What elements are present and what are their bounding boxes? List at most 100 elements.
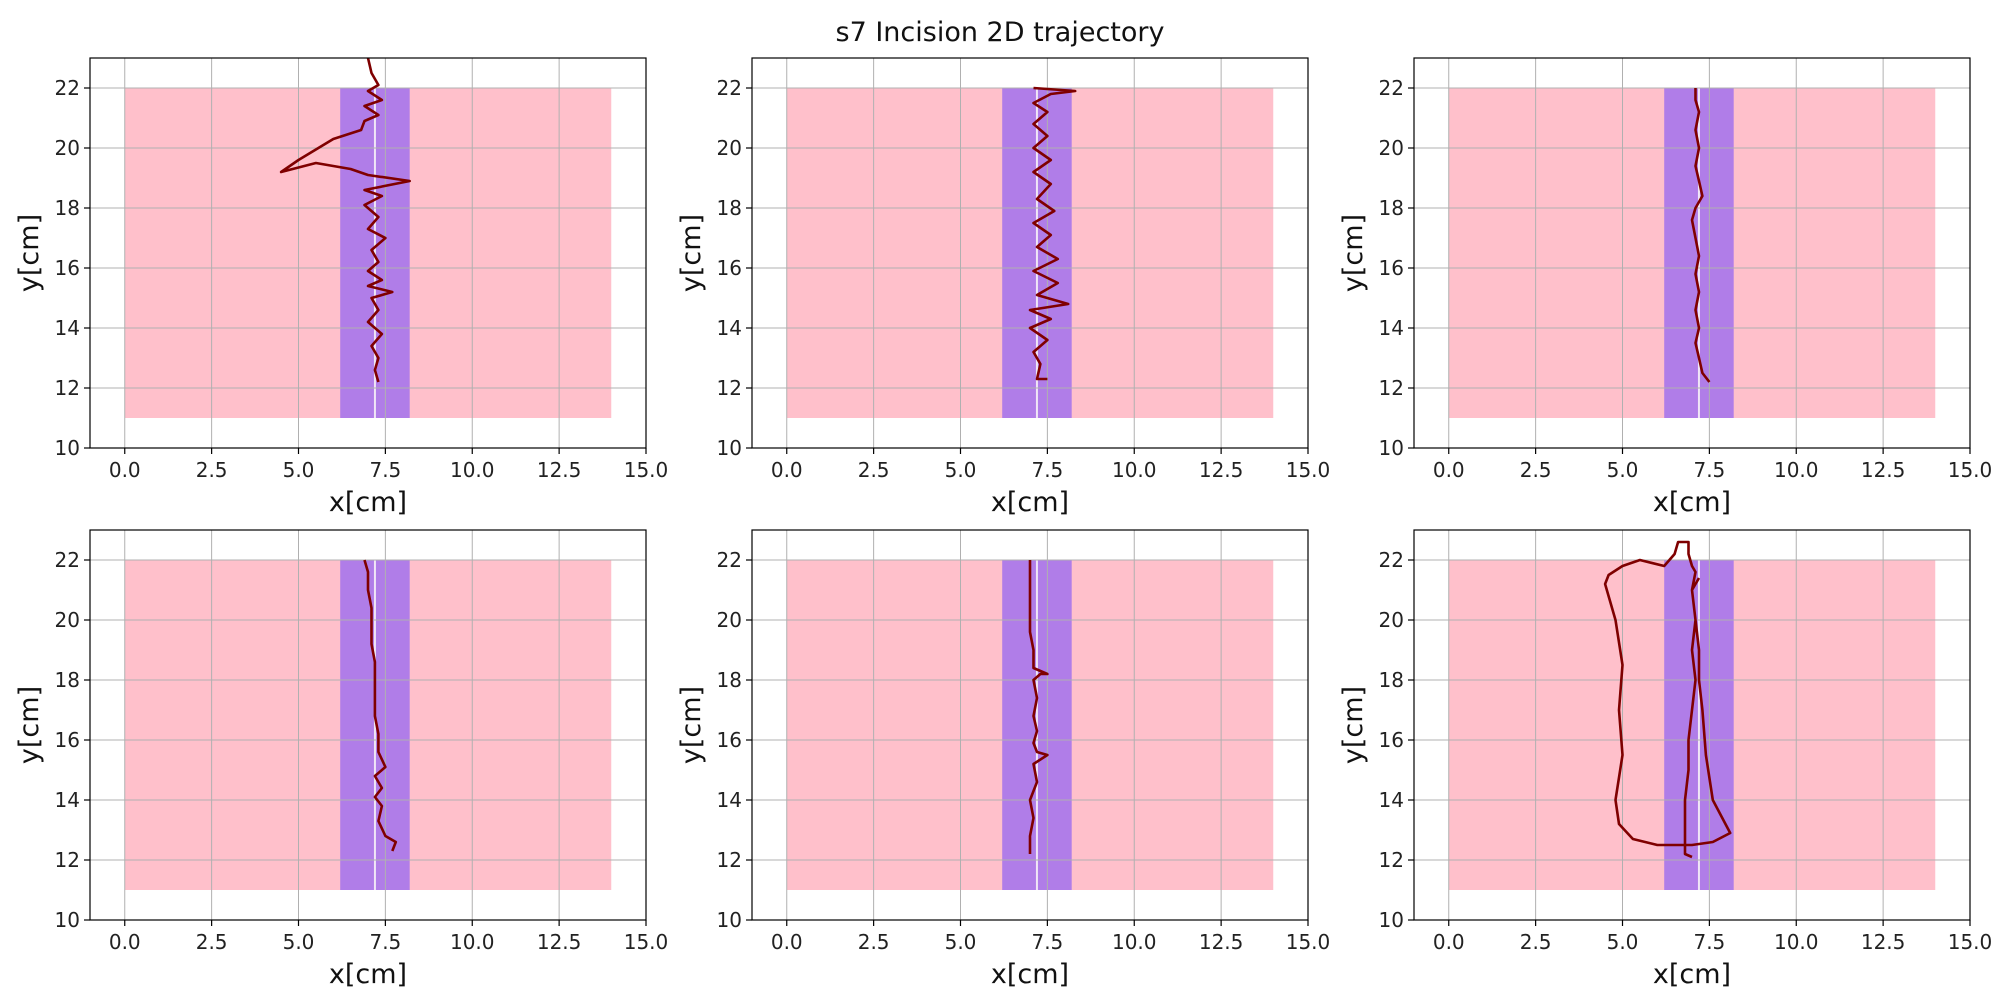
y-axis-label: y[cm] bbox=[14, 214, 45, 292]
y-tick-label: 22 bbox=[717, 76, 742, 100]
axes-frame bbox=[89, 529, 647, 921]
y-tick-label: 10 bbox=[717, 436, 742, 460]
axes-frame bbox=[1413, 57, 1971, 449]
y-tick-label: 18 bbox=[717, 196, 742, 220]
subplot-6: 0.0 2.5 5.0 7.5 10.0 12.5 15.0 10 12 14 16 18 20 22 x[… bbox=[1338, 529, 1992, 990]
axes-frame bbox=[1413, 529, 1971, 921]
x-tick-label: 12.5 bbox=[1861, 930, 1906, 954]
axes-frame bbox=[751, 57, 1309, 449]
y-tick-label: 20 bbox=[717, 136, 742, 160]
y-tick-label: 18 bbox=[55, 196, 80, 220]
x-tick-label: 10.0 bbox=[1112, 930, 1157, 954]
y-tick-label: 22 bbox=[717, 548, 742, 572]
x-axis-label: x[cm] bbox=[329, 959, 407, 990]
y-tick-label: 14 bbox=[1379, 788, 1404, 812]
x-tick-label: 0.0 bbox=[109, 930, 141, 954]
subplot-1: 0.0 2.5 5.0 7.5 10.0 12.5 15.0 10 12 14 16 18 20 22 x[… bbox=[14, 57, 669, 518]
y-tick-label: 16 bbox=[1379, 728, 1404, 752]
y-tick-label: 10 bbox=[55, 908, 80, 932]
x-tick-label: 7.5 bbox=[1031, 458, 1063, 482]
axes-frame bbox=[89, 57, 647, 449]
x-tick-label: 10.0 bbox=[450, 458, 495, 482]
x-tick-label: 7.5 bbox=[1693, 458, 1725, 482]
x-tick-label: 0.0 bbox=[109, 458, 141, 482]
y-axis-label: y[cm] bbox=[14, 686, 45, 764]
y-axis-label: y[cm] bbox=[1338, 214, 1369, 292]
y-tick-label: 12 bbox=[1379, 848, 1404, 872]
x-tick-label: 15.0 bbox=[1948, 458, 1993, 482]
x-tick-label: 5.0 bbox=[283, 930, 315, 954]
x-tick-label: 0.0 bbox=[771, 930, 803, 954]
trajectory-line bbox=[1028, 86, 1077, 381]
x-tick-label: 12.5 bbox=[1861, 458, 1906, 482]
y-tick-label: 14 bbox=[55, 316, 80, 340]
y-tick-label: 18 bbox=[1379, 196, 1404, 220]
trajectory-line bbox=[1028, 560, 1049, 854]
x-tick-label: 7.5 bbox=[1693, 930, 1725, 954]
x-axis-label: x[cm] bbox=[329, 487, 407, 518]
x-tick-label: 5.0 bbox=[945, 930, 977, 954]
trajectory-line bbox=[1603, 540, 1732, 859]
subplot-4: 0.0 2.5 5.0 7.5 10.0 12.5 15.0 10 12 14 16 18 20 22 x[… bbox=[14, 529, 669, 990]
y-tick-label: 20 bbox=[1379, 136, 1404, 160]
x-tick-label: 5.0 bbox=[1607, 930, 1639, 954]
x-tick-label: 15.0 bbox=[1286, 458, 1331, 482]
x-tick-label: 12.5 bbox=[1199, 458, 1244, 482]
subplot-2: 0.0 2.5 5.0 7.5 10.0 12.5 15.0 10 12 14 16 18 20 22 x[… bbox=[676, 57, 1331, 518]
x-tick-label: 7.5 bbox=[369, 458, 401, 482]
y-tick-label: 14 bbox=[1379, 316, 1404, 340]
y-tick-label: 18 bbox=[55, 668, 80, 692]
x-axis-label: x[cm] bbox=[991, 959, 1069, 990]
y-tick-label: 16 bbox=[55, 728, 80, 752]
figure-title: s7 Incision 2D trajectory bbox=[836, 17, 1165, 48]
y-tick-label: 12 bbox=[55, 376, 80, 400]
x-tick-label: 15.0 bbox=[1286, 930, 1331, 954]
subplot-5: 0.0 2.5 5.0 7.5 10.0 12.5 15.0 10 12 14 16 18 20 22 x[… bbox=[676, 529, 1331, 990]
x-tick-label: 5.0 bbox=[283, 458, 315, 482]
x-tick-label: 7.5 bbox=[369, 930, 401, 954]
x-tick-label: 12.5 bbox=[537, 930, 582, 954]
y-tick-label: 16 bbox=[717, 728, 742, 752]
y-tick-label: 22 bbox=[55, 548, 80, 572]
x-axis-label: x[cm] bbox=[1653, 959, 1731, 990]
x-tick-label: 10.0 bbox=[450, 930, 495, 954]
y-tick-label: 12 bbox=[717, 848, 742, 872]
x-axis-label: x[cm] bbox=[991, 487, 1069, 518]
y-tick-label: 22 bbox=[1379, 548, 1404, 572]
x-tick-label: 5.0 bbox=[1607, 458, 1639, 482]
trajectory-line bbox=[279, 58, 412, 383]
x-tick-label: 10.0 bbox=[1774, 458, 1819, 482]
y-tick-label: 10 bbox=[1379, 908, 1404, 932]
x-tick-label: 10.0 bbox=[1774, 930, 1819, 954]
y-tick-label: 12 bbox=[1379, 376, 1404, 400]
x-tick-label: 2.5 bbox=[1520, 930, 1552, 954]
y-axis-label: y[cm] bbox=[676, 686, 707, 764]
y-tick-label: 20 bbox=[55, 608, 80, 632]
subplots-container: 0.0 2.5 5.0 7.5 10.0 12.5 15.0 10 12 14 16 18 20 22 x[… bbox=[14, 57, 1993, 990]
x-tick-label: 0.0 bbox=[771, 458, 803, 482]
y-tick-label: 14 bbox=[717, 788, 742, 812]
y-tick-label: 16 bbox=[1379, 256, 1404, 280]
x-axis-label: x[cm] bbox=[1653, 487, 1731, 518]
x-tick-label: 2.5 bbox=[196, 930, 228, 954]
x-tick-label: 12.5 bbox=[1199, 930, 1244, 954]
x-tick-label: 10.0 bbox=[1112, 458, 1157, 482]
x-tick-label: 2.5 bbox=[858, 458, 890, 482]
y-tick-label: 12 bbox=[55, 848, 80, 872]
trajectory-line bbox=[363, 559, 398, 852]
y-tick-label: 16 bbox=[717, 256, 742, 280]
x-tick-label: 12.5 bbox=[537, 458, 582, 482]
x-tick-label: 0.0 bbox=[1433, 930, 1465, 954]
trajectory-line bbox=[1690, 88, 1711, 383]
x-tick-label: 2.5 bbox=[1520, 458, 1552, 482]
y-tick-label: 10 bbox=[55, 436, 80, 460]
x-tick-label: 15.0 bbox=[624, 930, 669, 954]
x-tick-label: 2.5 bbox=[196, 458, 228, 482]
y-axis-label: y[cm] bbox=[1338, 686, 1369, 764]
y-tick-label: 12 bbox=[717, 376, 742, 400]
x-tick-label: 15.0 bbox=[624, 458, 669, 482]
y-tick-label: 18 bbox=[1379, 668, 1404, 692]
x-tick-label: 7.5 bbox=[1031, 930, 1063, 954]
axes-frame bbox=[751, 529, 1309, 921]
